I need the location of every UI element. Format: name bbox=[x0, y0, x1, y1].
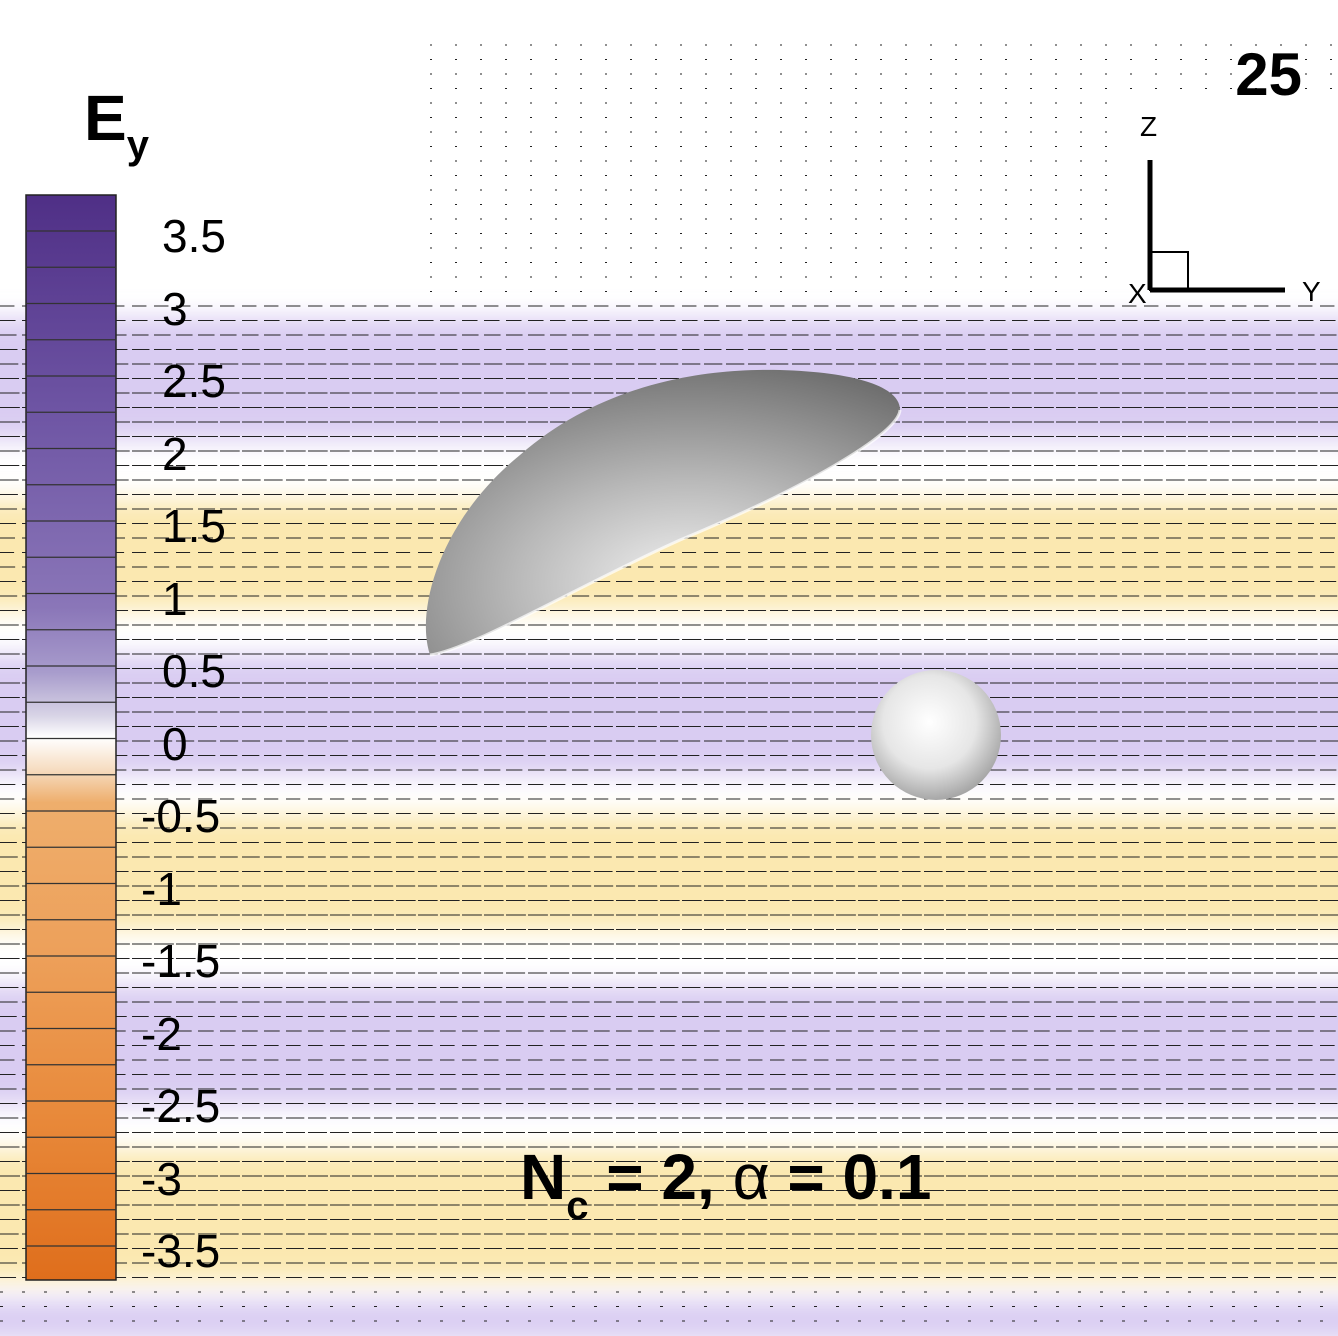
field-band bbox=[0, 815, 1338, 930]
param-alpha-symbol: α bbox=[732, 1141, 770, 1213]
colorbar-tick-label: 2.5 bbox=[162, 355, 226, 407]
param-n-value: = 2, bbox=[588, 1141, 733, 1213]
colorbar-tick-label: -2.5 bbox=[141, 1080, 221, 1132]
colorbar-tick-label: 1.5 bbox=[162, 500, 226, 552]
spherical-cap-body bbox=[425, 369, 900, 655]
colorbar-tick-label: 0.5 bbox=[162, 645, 226, 697]
colorbar-tick-label: -0.5 bbox=[141, 790, 221, 842]
field-band bbox=[0, 1150, 1338, 1280]
colorbar-tick-label: 0 bbox=[162, 717, 188, 770]
field-vectors bbox=[0, 44, 1338, 1322]
colorbar-title: Ey bbox=[84, 86, 149, 165]
colorbar-tick-label: -3.5 bbox=[141, 1225, 221, 1277]
param-n-sub: c bbox=[566, 1184, 589, 1228]
colorbar-tick-label: -1.5 bbox=[141, 935, 221, 987]
colorbar-tick-label: 3.5 bbox=[162, 210, 226, 262]
colorbar-title-main: E bbox=[84, 82, 127, 154]
axis-y-label: Y bbox=[1302, 276, 1321, 307]
axes-triad bbox=[1147, 160, 1285, 293]
colorbar-tick-label: 3 bbox=[162, 282, 188, 335]
field-band bbox=[0, 1300, 1338, 1336]
colorbar-tick-label: -2 bbox=[141, 1007, 182, 1060]
colorbar-tick-label: 1 bbox=[162, 572, 188, 625]
sphere-body bbox=[871, 670, 1001, 800]
colorbar bbox=[25, 194, 117, 1281]
spherical-cap-rim bbox=[429, 409, 902, 657]
colorbar-tick-label: 2 bbox=[162, 427, 188, 480]
param-n-symbol: N bbox=[520, 1141, 567, 1213]
colorbar-title-sub: y bbox=[126, 123, 149, 167]
param-alpha-value: = 0.1 bbox=[769, 1141, 932, 1213]
axis-x-label: X bbox=[1128, 278, 1147, 309]
colorbar-tick-label: -3 bbox=[141, 1152, 182, 1205]
parameter-label: Nc = 2, α = 0.1 bbox=[520, 1140, 931, 1229]
colorbar-tick-label: -1 bbox=[141, 862, 182, 915]
frame-number: 25 bbox=[1235, 41, 1302, 108]
axis-z-label: Z bbox=[1140, 111, 1158, 142]
